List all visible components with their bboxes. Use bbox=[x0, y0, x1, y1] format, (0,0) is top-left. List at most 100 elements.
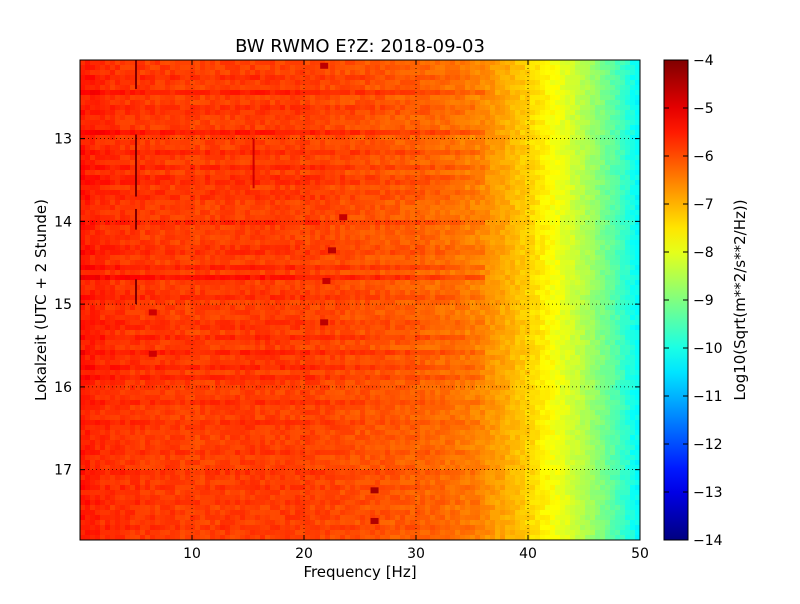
heatmap-cell bbox=[305, 170, 311, 176]
heatmap-cell bbox=[590, 85, 596, 91]
heatmap-cell bbox=[485, 200, 491, 206]
heatmap-cell bbox=[635, 150, 640, 156]
heatmap-cell bbox=[190, 60, 196, 66]
heatmap-cell bbox=[150, 115, 156, 121]
heatmap-cell bbox=[235, 245, 241, 251]
heatmap-cell bbox=[490, 210, 496, 216]
heatmap-cell bbox=[365, 120, 371, 126]
heatmap-cell bbox=[520, 70, 526, 76]
heatmap-cell bbox=[140, 220, 146, 226]
heatmap-cell bbox=[620, 190, 626, 196]
heatmap-cell bbox=[275, 245, 281, 251]
heatmap-cell bbox=[600, 155, 606, 161]
heatmap-cell bbox=[375, 185, 381, 191]
heatmap-cell bbox=[150, 90, 156, 96]
heatmap-cell bbox=[245, 70, 251, 76]
heatmap-cell bbox=[535, 275, 541, 281]
heatmap-cell bbox=[125, 190, 131, 196]
heatmap-cell bbox=[625, 95, 631, 101]
heatmap-cell bbox=[310, 225, 316, 231]
heatmap-cell bbox=[435, 150, 441, 156]
heatmap-cell bbox=[460, 265, 466, 271]
heatmap-cell bbox=[450, 180, 456, 186]
heatmap-cell bbox=[310, 205, 316, 211]
heatmap-cell bbox=[450, 240, 456, 246]
heatmap-cell bbox=[125, 270, 131, 276]
heatmap-cell bbox=[390, 245, 396, 251]
heatmap-cell bbox=[545, 155, 551, 161]
heatmap-cell bbox=[505, 235, 511, 241]
heatmap-cell bbox=[440, 105, 446, 111]
heatmap-cell bbox=[580, 265, 586, 271]
heatmap-cell bbox=[165, 230, 171, 236]
heatmap-cell bbox=[225, 275, 231, 281]
heatmap-cell bbox=[180, 120, 186, 126]
heatmap-cell bbox=[245, 125, 251, 131]
heatmap-cell bbox=[410, 270, 416, 276]
heatmap-cell bbox=[185, 265, 191, 271]
heatmap-cell bbox=[210, 130, 216, 136]
heatmap-cell bbox=[575, 270, 581, 276]
heatmap-cell bbox=[125, 170, 131, 176]
heatmap-cell bbox=[510, 120, 516, 126]
heatmap-cell bbox=[230, 140, 236, 146]
heatmap-cell bbox=[415, 150, 421, 156]
heatmap-cell bbox=[165, 100, 171, 106]
heatmap-cell bbox=[325, 145, 331, 151]
heatmap-cell bbox=[300, 75, 306, 81]
heatmap-cell bbox=[485, 265, 491, 271]
heatmap-cell bbox=[175, 240, 181, 246]
heatmap-cell bbox=[510, 115, 516, 121]
heatmap-cell bbox=[490, 255, 496, 261]
heatmap-cell bbox=[315, 170, 321, 176]
heatmap-cell bbox=[505, 125, 511, 131]
heatmap-cell bbox=[625, 170, 631, 176]
heatmap-cell bbox=[295, 90, 301, 96]
heatmap-cell bbox=[530, 210, 536, 216]
heatmap-cell bbox=[450, 110, 456, 116]
heatmap-cell bbox=[275, 230, 281, 236]
heatmap-cell bbox=[415, 80, 421, 86]
heatmap-cell bbox=[180, 60, 186, 66]
heatmap-cell bbox=[625, 110, 631, 116]
heatmap-cell bbox=[185, 155, 191, 161]
heatmap-cell bbox=[420, 65, 426, 71]
heatmap-cell bbox=[610, 165, 616, 171]
heatmap-cell bbox=[285, 85, 291, 91]
heatmap-cell bbox=[625, 100, 631, 106]
heatmap-cell bbox=[95, 190, 101, 196]
heatmap-cell bbox=[175, 150, 181, 156]
heatmap-cell bbox=[345, 275, 351, 281]
spectrogram-heatmap bbox=[80, 60, 640, 540]
heatmap-cell bbox=[165, 215, 171, 221]
heatmap-cell bbox=[590, 260, 596, 266]
heatmap-cell bbox=[370, 140, 376, 146]
heatmap-cell bbox=[565, 180, 571, 186]
heatmap-cell bbox=[365, 200, 371, 206]
heatmap-cell bbox=[320, 270, 326, 276]
heatmap-cell bbox=[360, 265, 366, 271]
heatmap-cell bbox=[340, 240, 346, 246]
heatmap-cell bbox=[545, 80, 551, 86]
heatmap-cell bbox=[290, 190, 296, 196]
heatmap-cell bbox=[510, 265, 516, 271]
heatmap-cell bbox=[370, 110, 376, 116]
heatmap-cell bbox=[540, 140, 546, 146]
heatmap-cell bbox=[615, 225, 621, 231]
heatmap-cell bbox=[375, 190, 381, 196]
heatmap-cell bbox=[430, 250, 436, 256]
heatmap-cell bbox=[240, 155, 246, 161]
heatmap-cell bbox=[460, 185, 466, 191]
heatmap-cell bbox=[410, 240, 416, 246]
heatmap-cell bbox=[245, 220, 251, 226]
heatmap-cell bbox=[230, 120, 236, 126]
heatmap-cell bbox=[420, 85, 426, 91]
heatmap-cell bbox=[340, 85, 346, 91]
heatmap-cell bbox=[230, 255, 236, 261]
heatmap-cell bbox=[220, 75, 226, 81]
heatmap-cell bbox=[255, 205, 261, 211]
heatmap-cell bbox=[95, 105, 101, 111]
heatmap-cell bbox=[570, 175, 576, 181]
heatmap-cell bbox=[100, 130, 106, 136]
heatmap-cell bbox=[355, 270, 361, 276]
